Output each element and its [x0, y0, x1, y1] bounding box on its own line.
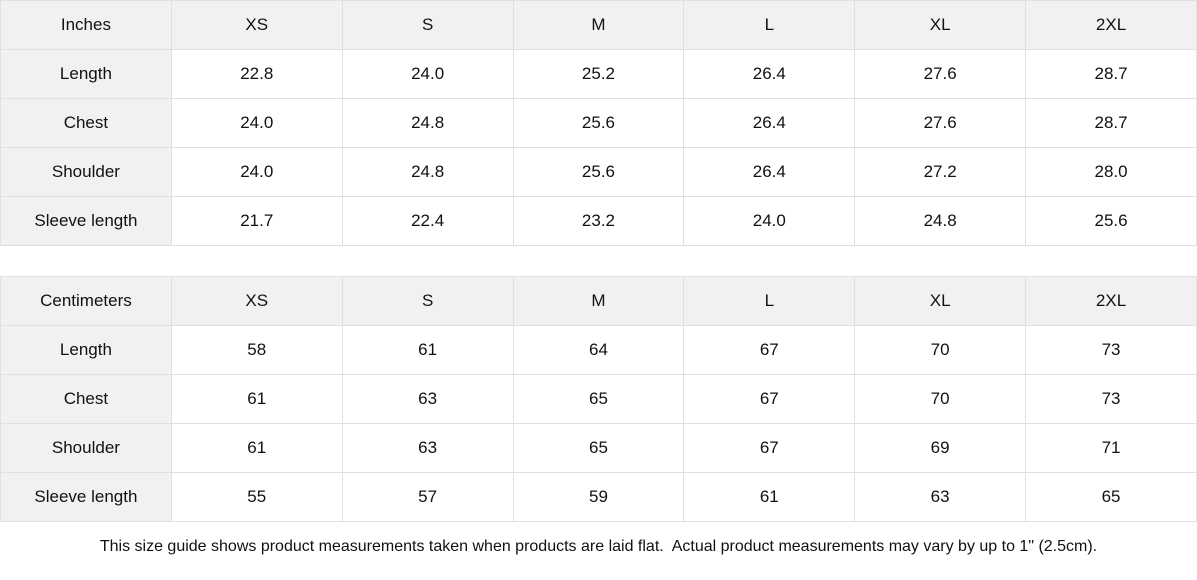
- size-header-s: S: [341, 0, 514, 50]
- size-value-cell: 27.6: [854, 49, 1027, 99]
- size-value-cell: 61: [170, 423, 343, 473]
- size-value-cell: 22.4: [341, 196, 514, 246]
- size-header-s: S: [341, 276, 514, 326]
- measurement-row: Chest 24.0 24.8 25.6 26.4 27.6 28.7: [0, 98, 1197, 148]
- size-value-cell: 26.4: [683, 147, 856, 197]
- size-value-cell: 71: [1025, 423, 1197, 473]
- size-header-2xl: 2XL: [1025, 276, 1197, 326]
- row-label: Length: [0, 49, 172, 99]
- size-header-xl: XL: [854, 276, 1027, 326]
- size-value-cell: 24.8: [341, 147, 514, 197]
- measurement-row: Sleeve length 55 57 59 61 63 65: [0, 472, 1197, 522]
- row-label: Chest: [0, 374, 172, 424]
- size-header-row: Inches XS S M L XL 2XL: [0, 0, 1197, 50]
- size-value-cell: 67: [683, 423, 856, 473]
- size-value-cell: 21.7: [170, 196, 343, 246]
- size-value-cell: 67: [683, 374, 856, 424]
- size-value-cell: 28.0: [1025, 147, 1197, 197]
- size-value-cell: 25.2: [512, 49, 685, 99]
- size-value-cell: 67: [683, 325, 856, 375]
- measurement-row: Shoulder 24.0 24.8 25.6 26.4 27.2 28.0: [0, 147, 1197, 197]
- size-value-cell: 24.0: [683, 196, 856, 246]
- size-value-cell: 61: [170, 374, 343, 424]
- size-value-cell: 69: [854, 423, 1027, 473]
- size-value-cell: 24.0: [170, 98, 343, 148]
- size-guide-footnote: This size guide shows product measuremen…: [0, 522, 1197, 572]
- row-label: Length: [0, 325, 172, 375]
- size-tables-container: Inches XS S M L XL 2XL Length 22.8 24.0 25.2 26.…: [0, 0, 1197, 522]
- size-value-cell: 25.6: [1025, 196, 1197, 246]
- size-value-cell: 55: [170, 472, 343, 522]
- size-header-m: M: [512, 0, 685, 50]
- size-header-m: M: [512, 276, 685, 326]
- size-value-cell: 26.4: [683, 49, 856, 99]
- size-value-cell: 25.6: [512, 147, 685, 197]
- size-value-cell: 24.0: [170, 147, 343, 197]
- size-value-cell: 65: [512, 374, 685, 424]
- size-value-cell: 65: [1025, 472, 1197, 522]
- row-label: Sleeve length: [0, 196, 172, 246]
- measurement-row: Chest 61 63 65 67 70 73: [0, 374, 1197, 424]
- size-value-cell: 24.8: [341, 98, 514, 148]
- size-value-cell: 64: [512, 325, 685, 375]
- unit-header: Inches: [0, 0, 172, 50]
- size-header-xl: XL: [854, 0, 1027, 50]
- size-value-cell: 57: [341, 472, 514, 522]
- size-value-cell: 23.2: [512, 196, 685, 246]
- size-value-cell: 73: [1025, 325, 1197, 375]
- size-value-cell: 70: [854, 374, 1027, 424]
- size-header-xs: XS: [170, 276, 343, 326]
- row-label: Shoulder: [0, 423, 172, 473]
- size-value-cell: 26.4: [683, 98, 856, 148]
- size-value-cell: 61: [341, 325, 514, 375]
- size-value-cell: 59: [512, 472, 685, 522]
- size-value-cell: 58: [170, 325, 343, 375]
- size-header-l: L: [683, 0, 856, 50]
- size-value-cell: 61: [683, 472, 856, 522]
- size-value-cell: 28.7: [1025, 98, 1197, 148]
- centimeters-size-table: Centimeters XS S M L XL 2XL Length 58 61 64 67 70…: [0, 276, 1197, 522]
- inches-size-table: Inches XS S M L XL 2XL Length 22.8 24.0 25.2 26.…: [0, 0, 1197, 246]
- size-header-row: Centimeters XS S M L XL 2XL: [0, 276, 1197, 326]
- measurement-row: Sleeve length 21.7 22.4 23.2 24.0 24.8 25.6: [0, 196, 1197, 246]
- size-value-cell: 28.7: [1025, 49, 1197, 99]
- size-header-l: L: [683, 276, 856, 326]
- measurement-row: Length 58 61 64 67 70 73: [0, 325, 1197, 375]
- size-value-cell: 27.6: [854, 98, 1027, 148]
- size-value-cell: 24.8: [854, 196, 1027, 246]
- size-value-cell: 63: [341, 374, 514, 424]
- row-label: Chest: [0, 98, 172, 148]
- measurement-row: Shoulder 61 63 65 67 69 71: [0, 423, 1197, 473]
- row-label: Sleeve length: [0, 472, 172, 522]
- size-value-cell: 65: [512, 423, 685, 473]
- size-value-cell: 63: [854, 472, 1027, 522]
- row-label: Shoulder: [0, 147, 172, 197]
- measurement-row: Length 22.8 24.0 25.2 26.4 27.6 28.7: [0, 49, 1197, 99]
- size-header-xs: XS: [170, 0, 343, 50]
- size-value-cell: 63: [341, 423, 514, 473]
- size-header-2xl: 2XL: [1025, 0, 1197, 50]
- size-value-cell: 22.8: [170, 49, 343, 99]
- size-value-cell: 70: [854, 325, 1027, 375]
- size-value-cell: 27.2: [854, 147, 1027, 197]
- size-value-cell: 24.0: [341, 49, 514, 99]
- unit-header: Centimeters: [0, 276, 172, 326]
- size-value-cell: 73: [1025, 374, 1197, 424]
- size-value-cell: 25.6: [512, 98, 685, 148]
